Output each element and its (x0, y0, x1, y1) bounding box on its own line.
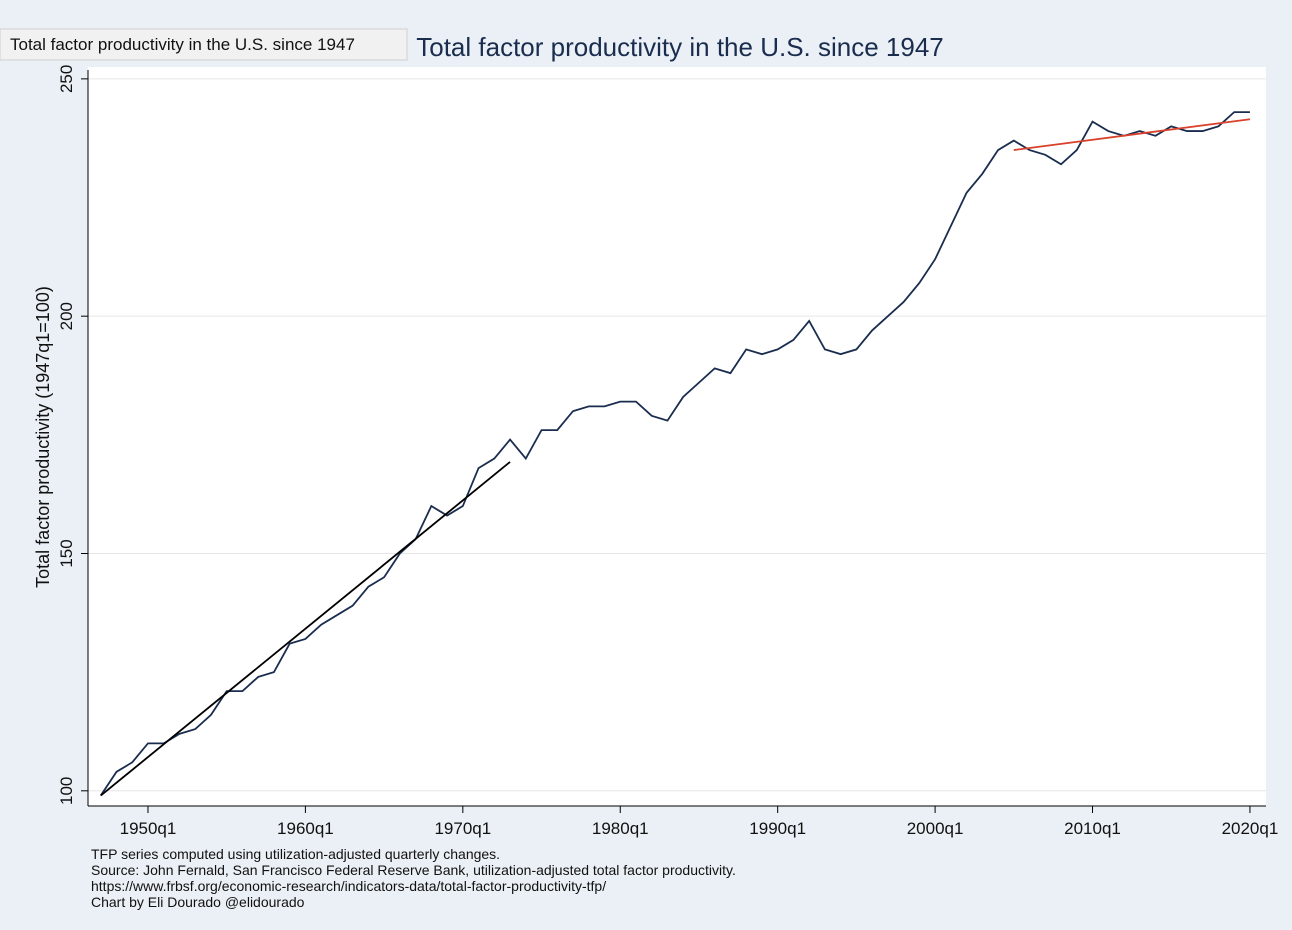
note: Source: John Fernald, San Francisco Fede… (91, 862, 736, 878)
x-tick-label: 2020q1 (1222, 819, 1279, 838)
line (1013, 118, 1251, 151)
y-tick-label: 200 (57, 302, 76, 330)
ticks: 100 150 200 250 1950q1 1960q1 1970q1 1980q1 1990… (57, 65, 1278, 838)
x-tick-label: 1960q1 (277, 819, 334, 838)
x-tick-label: 1990q1 (749, 819, 806, 838)
chart-title: Total factor productivity in the U.S. si… (416, 32, 944, 62)
tooltip: Total factor productivity in the U.S. si… (10, 35, 355, 54)
x-tick-label: 2000q1 (907, 819, 964, 838)
x-tick-label: 2010q1 (1064, 819, 1121, 838)
grid (88, 78, 1266, 792)
notes: TFP series computed using utilization-ad… (91, 846, 736, 910)
line (100, 461, 511, 797)
y-tick-label: 150 (57, 539, 76, 567)
x-tick-label: 1980q1 (592, 819, 649, 838)
note: TFP series computed using utilization-ad… (91, 846, 500, 862)
y-axis-label: Total factor productivity (1947q1=100) (33, 286, 53, 588)
x-tick-label: 1970q1 (434, 819, 491, 838)
y-tick-label: 250 (57, 65, 76, 93)
y-tick-label: 100 (57, 777, 76, 805)
plot-area (88, 67, 1266, 806)
note: Chart by Eli Dourado @elidourado (91, 894, 305, 910)
marks (100, 111, 1251, 797)
line (100, 111, 1250, 797)
tooltip-box (0, 28, 408, 61)
x-tick-label: 1950q1 (120, 819, 177, 838)
note: https://www.frbsf.org/economic-research/… (91, 878, 606, 894)
